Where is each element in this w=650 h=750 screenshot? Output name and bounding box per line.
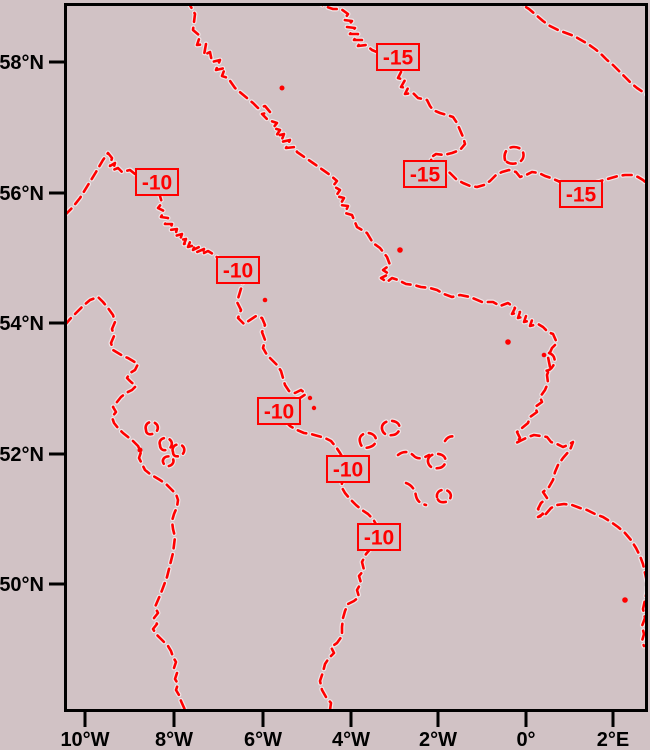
contour-label-minus15-top: -15 — [376, 43, 420, 71]
contour-label-box — [357, 523, 401, 551]
x-axis: 10°W 8°W 6°W 4°W 2°W 0° 2°E — [60, 711, 629, 750]
contour-label-text: -10 — [142, 172, 172, 195]
contour-label-box — [135, 168, 179, 196]
contour-label-box — [257, 397, 301, 425]
contour-dot — [279, 85, 285, 91]
plot-area — [65, 4, 647, 711]
contour-dot — [622, 597, 628, 603]
contour-label-box — [216, 256, 260, 284]
contour-dot — [505, 339, 511, 345]
contour-label-minus10-1: -10 — [135, 168, 179, 196]
contour-speckles — [137, 85, 628, 603]
contour-label-minus15-right: -15 — [559, 180, 603, 208]
y-tick-label: 58°N — [0, 52, 44, 74]
y-tick-label: 50°N — [0, 574, 44, 596]
contour-dot — [397, 247, 403, 253]
contour-label-minus10-2: -10 — [216, 256, 260, 284]
contour-label-text: -10 — [264, 401, 294, 424]
x-tick-label: 10°W — [60, 729, 109, 750]
contour-label-text: -10 — [223, 260, 253, 283]
contour-dot — [541, 352, 547, 358]
contour-dot — [307, 395, 313, 401]
contour-labels: -15 -15 -15 -10 -10 -10 -10 -10 — [135, 43, 603, 551]
contour-label-box — [403, 160, 447, 188]
x-tick-label: 2°E — [597, 729, 629, 750]
contour-label-minus10-4: -10 — [326, 455, 370, 483]
plot-border — [64, 3, 648, 712]
y-tick-label: 56°N — [0, 183, 44, 205]
contour-label-box — [326, 455, 370, 483]
x-tick-label: 0° — [516, 729, 535, 750]
contour-lines — [67, 6, 645, 709]
contour-label-box — [376, 43, 420, 71]
contour-label-minus10-5: -10 — [357, 523, 401, 551]
contour-label-text: -15 — [410, 164, 441, 187]
x-tick-label: 4°W — [332, 729, 370, 750]
contour-label-minus10-3: -10 — [257, 397, 301, 425]
y-axis: 58°N 56°N 54°N 52°N 50°N — [0, 52, 65, 596]
contour-label-text: -15 — [566, 184, 597, 207]
x-tick-label: 2°W — [419, 729, 457, 750]
contour-label-text: -10 — [364, 527, 394, 550]
contour-label-text: -10 — [333, 459, 363, 482]
y-tick-label: 52°N — [0, 444, 44, 466]
contour-label-text: -15 — [383, 47, 414, 70]
contour-dot — [311, 405, 317, 411]
contour-dot — [262, 297, 268, 303]
y-tick-label: 54°N — [0, 313, 44, 335]
contour-label-minus15-mid: -15 — [403, 160, 447, 188]
contour-dot — [137, 447, 143, 453]
x-tick-label: 8°W — [155, 729, 193, 750]
x-tick-label: 6°W — [244, 729, 282, 750]
contour-label-box — [559, 180, 603, 208]
